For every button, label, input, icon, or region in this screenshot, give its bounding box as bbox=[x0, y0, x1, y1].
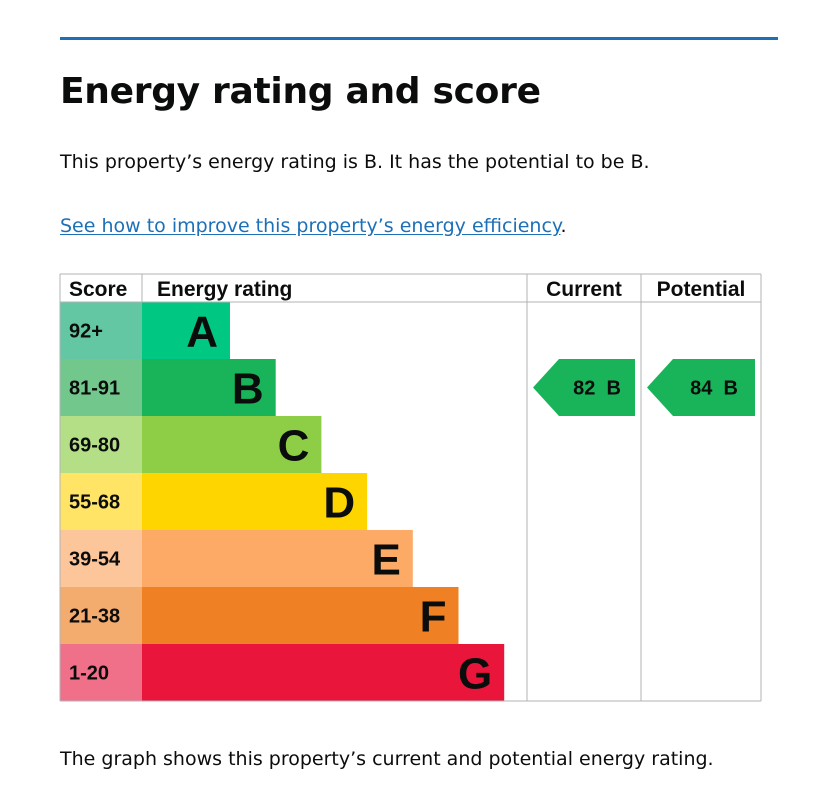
band-letter-g: G bbox=[458, 650, 492, 699]
link-suffix: . bbox=[560, 215, 567, 237]
band-bar-f bbox=[142, 587, 459, 644]
potential-rating-arrow bbox=[647, 359, 755, 416]
band-bar-c bbox=[142, 416, 322, 473]
band-bar-e bbox=[142, 530, 413, 587]
band-bar-b bbox=[142, 359, 276, 416]
score-range-b: 81-91 bbox=[69, 378, 120, 400]
band-letter-a: A bbox=[186, 308, 218, 357]
current-rating-arrow bbox=[533, 359, 635, 416]
page-title: Energy rating and score bbox=[60, 71, 541, 112]
band-bar-d bbox=[142, 473, 368, 530]
score-cell-a bbox=[60, 302, 142, 359]
score-cell-b bbox=[60, 359, 142, 416]
header-potential: Potential bbox=[657, 278, 746, 301]
band-letter-f: F bbox=[420, 593, 447, 642]
band-bar-a bbox=[142, 302, 230, 359]
band-letter-c: C bbox=[278, 422, 310, 471]
score-range-a: 92+ bbox=[69, 321, 103, 343]
top-accent-rule bbox=[60, 37, 778, 40]
score-cell-d bbox=[60, 473, 142, 530]
potential-rating-label: 84 B bbox=[690, 378, 738, 400]
graph-caption: The graph shows this property’s current … bbox=[60, 748, 714, 770]
band-bar-g bbox=[142, 644, 505, 701]
header-score: Score bbox=[69, 278, 127, 301]
band-letter-b: B bbox=[232, 365, 264, 414]
current-rating-label: 82 B bbox=[573, 378, 621, 400]
rating-summary: This property’s energy rating is B. It h… bbox=[60, 151, 650, 173]
score-range-d: 55-68 bbox=[69, 492, 120, 514]
band-letter-e: E bbox=[371, 536, 400, 585]
score-range-e: 39-54 bbox=[69, 549, 121, 571]
score-cell-f bbox=[60, 587, 142, 644]
band-letter-d: D bbox=[323, 479, 355, 528]
score-cell-c bbox=[60, 416, 142, 473]
improve-efficiency-link[interactable]: See how to improve this property’s energ… bbox=[60, 215, 561, 237]
score-cell-g bbox=[60, 644, 142, 701]
score-range-f: 21-38 bbox=[69, 606, 120, 628]
header-energy-rating: Energy rating bbox=[157, 278, 292, 301]
score-range-g: 1-20 bbox=[69, 663, 109, 685]
score-cell-e bbox=[60, 530, 142, 587]
improve-link-paragraph: See how to improve this property’s energ… bbox=[60, 214, 567, 238]
score-range-c: 69-80 bbox=[69, 435, 120, 457]
header-current: Current bbox=[546, 278, 622, 301]
